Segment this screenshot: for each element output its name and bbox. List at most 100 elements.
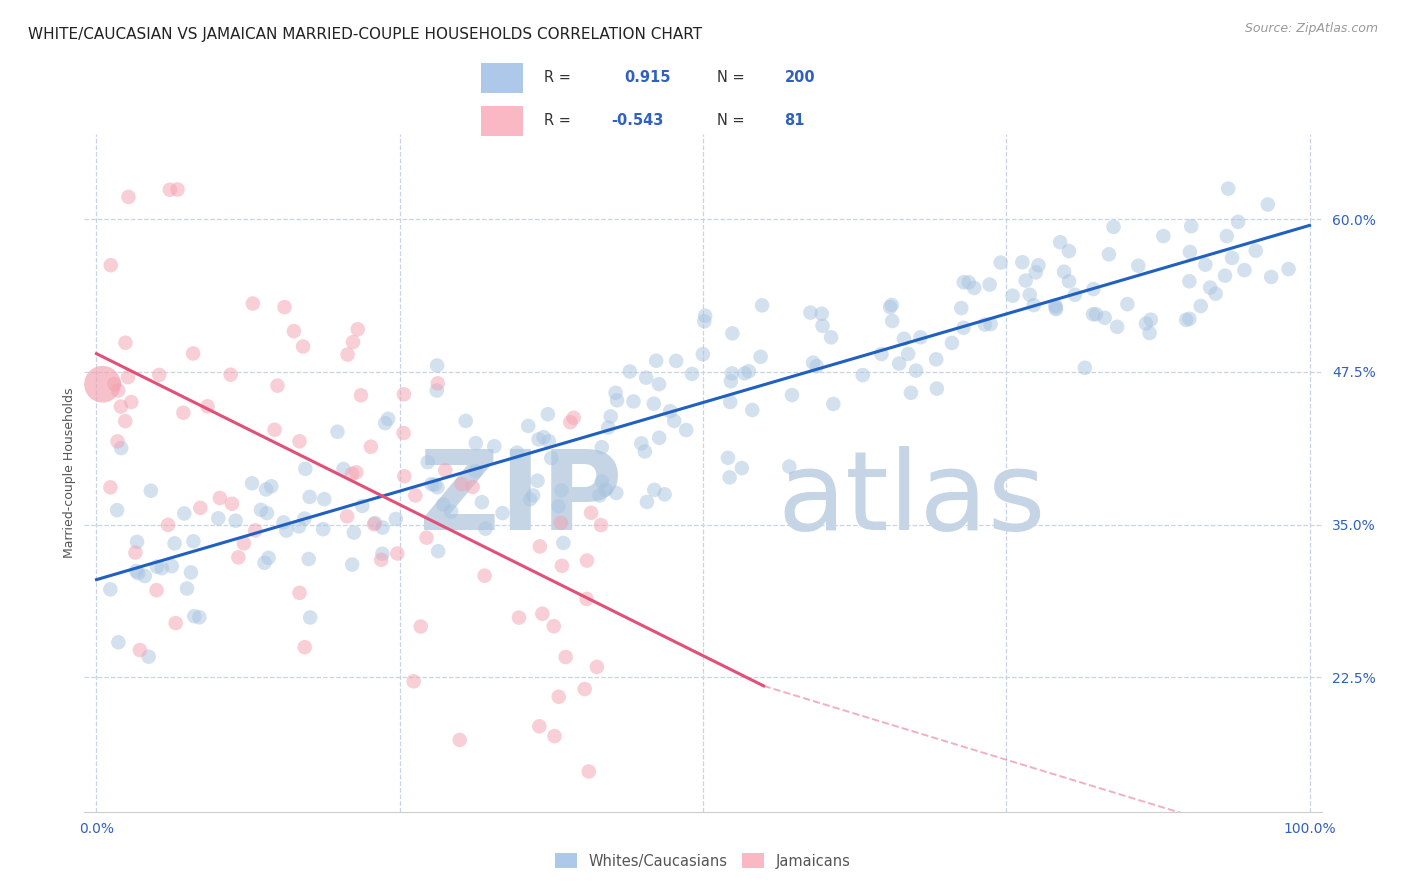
Point <box>554 650 576 665</box>
Point <box>432 498 454 512</box>
Point <box>522 488 544 502</box>
Point <box>426 376 449 391</box>
Point <box>1139 312 1161 326</box>
Point <box>648 431 671 445</box>
Point <box>780 388 803 402</box>
Point <box>529 540 551 554</box>
Point <box>385 512 408 526</box>
Point <box>979 317 1001 331</box>
Point <box>897 347 920 361</box>
Text: -0.543: -0.543 <box>612 113 664 128</box>
Point <box>718 395 741 409</box>
Point <box>810 307 832 321</box>
Point <box>253 556 276 570</box>
Point <box>260 479 283 493</box>
Point <box>551 558 574 573</box>
Point <box>107 434 129 449</box>
Point <box>159 183 181 197</box>
Point <box>1107 319 1129 334</box>
Point <box>925 352 948 367</box>
Point <box>474 568 496 582</box>
Point <box>371 547 394 561</box>
Point <box>734 367 756 381</box>
Point <box>257 550 280 565</box>
Point <box>630 436 652 450</box>
Point <box>273 300 295 314</box>
Point <box>870 347 893 361</box>
Point <box>188 610 211 624</box>
Point <box>806 359 828 374</box>
Text: 81: 81 <box>785 113 806 128</box>
Point <box>110 441 132 455</box>
Point <box>636 495 658 509</box>
Point <box>150 561 173 575</box>
Point <box>288 586 311 600</box>
Point <box>336 347 359 361</box>
Point <box>659 404 682 418</box>
Point <box>173 507 195 521</box>
Point <box>1025 265 1047 279</box>
Point <box>880 298 903 312</box>
Point <box>648 377 671 392</box>
Point <box>1260 270 1282 285</box>
Point <box>409 619 432 633</box>
Point <box>107 635 129 649</box>
Point <box>423 477 446 491</box>
Point <box>125 534 148 549</box>
Point <box>336 509 359 524</box>
Point <box>823 397 845 411</box>
Legend: Whites/Caucasians, Jamaicans: Whites/Caucasians, Jamaicans <box>555 854 851 869</box>
Point <box>952 320 974 334</box>
Point <box>882 314 904 328</box>
Point <box>266 378 288 392</box>
Point <box>434 463 457 477</box>
Point <box>1116 297 1139 311</box>
Point <box>543 729 565 743</box>
Point <box>1135 317 1157 331</box>
Point <box>598 420 620 434</box>
Point <box>634 444 657 458</box>
Point <box>364 516 387 530</box>
Point <box>1045 301 1067 315</box>
Point <box>537 407 560 421</box>
Point <box>852 368 875 383</box>
Point <box>811 318 834 333</box>
Point <box>1018 287 1040 301</box>
Point <box>183 609 205 624</box>
Point <box>1045 302 1067 317</box>
Point <box>450 477 472 491</box>
Point <box>1015 274 1038 288</box>
Point <box>340 467 363 481</box>
Point <box>910 330 932 344</box>
Point <box>146 559 169 574</box>
Point <box>420 477 443 491</box>
Point <box>415 531 437 545</box>
Text: N =: N = <box>717 70 745 86</box>
Point <box>343 525 366 540</box>
Point <box>344 465 367 479</box>
Point <box>1083 282 1105 296</box>
Point <box>426 480 449 494</box>
Point <box>208 491 231 505</box>
Point <box>963 281 986 295</box>
Point <box>950 301 973 315</box>
Point <box>957 276 980 290</box>
Point <box>681 367 703 381</box>
Point <box>526 474 548 488</box>
Point <box>718 470 741 484</box>
Point <box>887 357 910 371</box>
Point <box>1128 259 1150 273</box>
Point <box>166 182 188 196</box>
Point <box>591 475 613 489</box>
Point <box>134 569 156 583</box>
Point <box>298 552 321 566</box>
Point <box>537 434 560 449</box>
Point <box>578 764 600 779</box>
Point <box>553 536 575 550</box>
Point <box>1063 287 1085 301</box>
Point <box>589 518 612 533</box>
Point <box>352 499 374 513</box>
Point <box>741 403 763 417</box>
Point <box>276 524 298 538</box>
Point <box>232 536 254 550</box>
